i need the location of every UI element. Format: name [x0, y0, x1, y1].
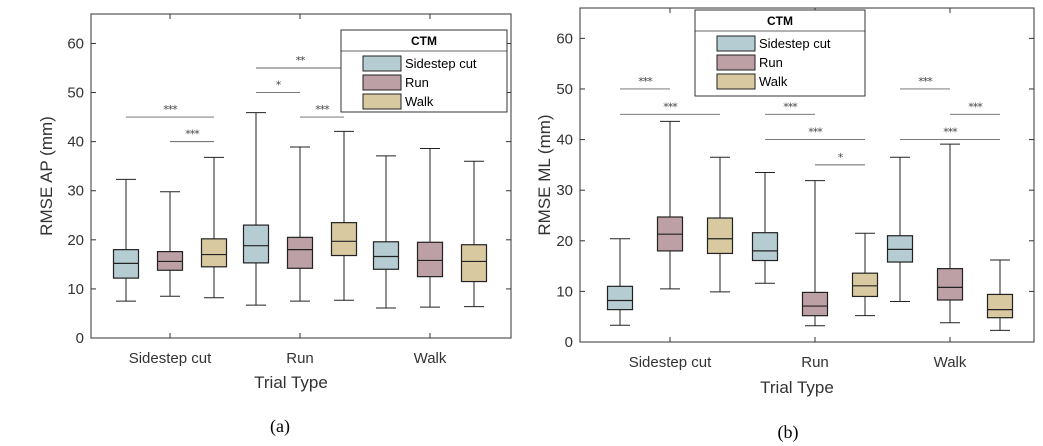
- box-sidestep-cut: [372, 155, 400, 309]
- legend-swatch: [716, 35, 756, 52]
- box-walk: [200, 156, 228, 299]
- legend-entry: Sidestep cut: [405, 56, 477, 71]
- box-sidestep-cut: [751, 171, 779, 284]
- y-tick-label: 60: [556, 30, 573, 47]
- panel-caption: (b): [778, 422, 799, 443]
- box-walk: [330, 130, 358, 301]
- significance-label: ***: [638, 75, 653, 88]
- legend-entry: Walk: [405, 94, 434, 109]
- y-tick-label: 40: [556, 132, 573, 149]
- y-tick-label: 50: [556, 81, 573, 98]
- y-axis-label: RMSE AP (mm): [37, 116, 56, 236]
- y-axis-label: RMSE ML (mm): [535, 114, 554, 235]
- significance-label: ***: [315, 103, 330, 116]
- x-axis-label: Trial Type: [254, 373, 328, 392]
- box-iqr: [801, 291, 829, 317]
- legend-swatch: [362, 93, 402, 110]
- y-tick-label: 20: [67, 232, 84, 249]
- box-sidestep-cut: [606, 238, 634, 326]
- legend-swatch: [716, 73, 756, 90]
- box-run: [416, 148, 444, 308]
- box-iqr: [936, 268, 964, 301]
- y-tick-label: 0: [565, 334, 573, 351]
- significance-label: ***: [163, 103, 178, 116]
- box-iqr: [751, 232, 779, 262]
- plot-frame: [579, 7, 1035, 343]
- significance-label: ***: [185, 128, 200, 141]
- significance-label: ***: [968, 100, 983, 113]
- box-run: [156, 191, 184, 297]
- x-tick-label: Run: [286, 350, 314, 367]
- legend-entry: Run: [759, 55, 783, 70]
- legend-entry: Sidestep cut: [759, 36, 831, 51]
- box-iqr: [851, 272, 879, 298]
- x-tick-label: Walk: [934, 354, 967, 371]
- legend-entry: Walk: [759, 74, 788, 89]
- y-tick-label: 10: [556, 283, 573, 300]
- box-sidestep-cut: [242, 112, 270, 306]
- legend-title: CTM: [767, 14, 793, 28]
- x-axis-label: Trial Type: [760, 378, 834, 397]
- box-run: [656, 120, 684, 290]
- legend: CTM Sidestep cut Run Walk: [694, 9, 866, 97]
- box-sidestep-cut: [886, 156, 914, 303]
- chart-panel-0: 0 10 20 30 40 50 60 Sidestep cut Run Walk Trial Ty…: [37, 13, 512, 437]
- box-walk: [986, 259, 1014, 331]
- box-iqr: [706, 217, 734, 255]
- box-iqr: [416, 241, 444, 278]
- y-tick-label: 0: [76, 330, 84, 347]
- y-tick-label: 30: [556, 182, 573, 199]
- significance-label: ***: [783, 100, 798, 113]
- box-run: [936, 143, 964, 324]
- legend-swatch: [362, 55, 402, 72]
- panel-caption: (a): [270, 416, 290, 437]
- box-iqr: [242, 224, 270, 264]
- legend-swatch: [362, 74, 402, 91]
- box-iqr: [606, 285, 634, 311]
- y-tick-label: 50: [67, 85, 84, 102]
- significance-label: **: [296, 54, 307, 67]
- box-iqr: [986, 293, 1014, 319]
- y-tick-label: 10: [67, 281, 84, 298]
- y-tick-label: 30: [67, 183, 84, 200]
- box-iqr: [286, 236, 314, 269]
- box-iqr: [372, 241, 400, 270]
- y-tick-label: 20: [556, 233, 573, 250]
- significance-label: *: [276, 79, 282, 92]
- x-tick-label: Sidestep cut: [129, 350, 212, 367]
- significance-label: ***: [663, 100, 678, 113]
- x-tick-label: Run: [801, 354, 829, 371]
- y-tick-label: 60: [67, 35, 84, 52]
- box-sidestep-cut: [112, 178, 140, 302]
- box-iqr: [460, 244, 488, 283]
- chart-panel-1: 0 10 20 30 40 50 60 Sidestep cut Run Walk Trial Ty…: [535, 7, 1035, 443]
- x-tick-label: Sidestep cut: [629, 354, 712, 371]
- box-walk: [460, 160, 488, 308]
- significance-label: ***: [918, 75, 933, 88]
- box-walk: [851, 232, 879, 317]
- y-tick-label: 40: [67, 134, 84, 151]
- box-run: [801, 180, 829, 327]
- plot-frame: [90, 13, 512, 339]
- legend-entry: Run: [405, 75, 429, 90]
- significance-label: ***: [943, 126, 958, 139]
- legend-swatch: [716, 54, 756, 71]
- significance-label: *: [838, 151, 844, 164]
- legend-title: CTM: [411, 34, 437, 48]
- box-walk: [706, 156, 734, 293]
- box-iqr: [200, 238, 228, 268]
- legend: CTM Sidestep cut Run Walk: [340, 29, 508, 113]
- box-iqr: [330, 222, 358, 257]
- box-run: [286, 146, 314, 302]
- x-tick-label: Walk: [414, 350, 447, 367]
- significance-label: ***: [808, 126, 823, 139]
